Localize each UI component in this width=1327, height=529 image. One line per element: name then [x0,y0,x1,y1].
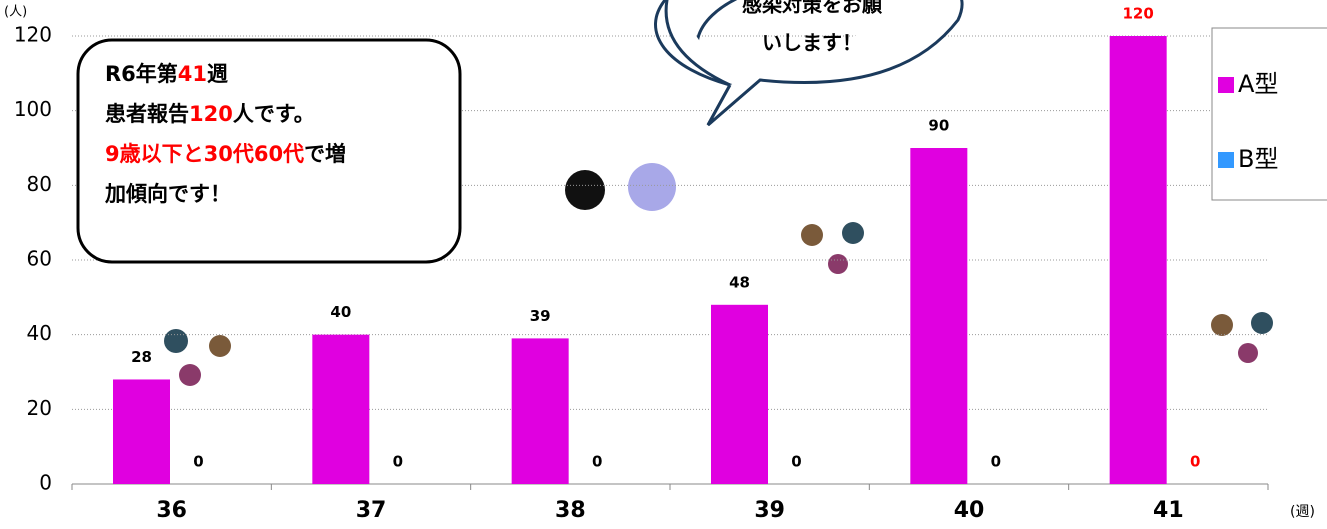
speech-bubble-left [664,0,731,87]
y-tick-label: 40 [27,321,52,345]
data-label: 0 [991,453,1001,471]
y-tick-label: 80 [27,172,52,196]
data-label: 0 [393,453,403,471]
callout-text: 加傾向です！ [104,182,231,206]
germ-illustrations [164,163,1273,386]
data-label: 90 [928,117,949,135]
y-unit: (人) [4,5,27,20]
data-label: 39 [530,307,551,325]
y-tick-label: 100 [14,97,52,121]
data-label: 48 [729,273,750,291]
bar [1109,36,1167,484]
speech-bubble [654,0,962,127]
bar [511,338,569,484]
callout-text: 120 [189,102,233,126]
data-label: 0 [193,453,203,471]
legend-swatch [1218,77,1234,93]
x-tick-label: 37 [356,498,387,523]
callout-text: 患者報告 [105,102,189,126]
callout-box [76,38,462,264]
y-tick-label: 120 [14,23,52,47]
bubble-text: いします！ [762,31,862,55]
callout-text: 人です。 [233,102,315,126]
data-label: 40 [330,303,351,321]
callout-text: 週 [207,62,228,86]
data-label: 0 [592,453,602,471]
bubble-text: 感染対策をお願 [742,0,883,17]
x-unit: (週) [1290,504,1315,520]
callout-text: で増 [304,142,346,166]
legend-label: A型 [1238,70,1278,98]
legend-box [1211,27,1327,201]
bar [711,304,768,484]
bar [910,148,968,484]
x-tick-label: 41 [1153,498,1184,523]
speech-bubble-body [706,0,964,127]
y-tick-label: 20 [27,396,52,420]
data-label: 28 [131,348,152,366]
bar [312,334,370,484]
callout-text: 41 [178,62,207,86]
callout-text: 9歳以下と30代60代 [105,142,304,166]
callout-line: 加傾向です！ [104,182,231,206]
legend-swatch [1218,152,1234,168]
y-tick-label: 60 [27,247,52,271]
callout-line: R6年第41週 [105,62,228,86]
x-tick-label: 40 [954,498,985,523]
callout-line: 9歳以下と30代60代で増 [105,142,346,166]
data-label: 0 [791,453,801,471]
data-label: 0 [1190,453,1200,471]
x-tick-label: 38 [555,498,586,523]
y-tick-label: 0 [39,471,52,495]
bar [113,379,170,484]
callout-line: 患者報告120人です。 [105,102,315,126]
callout-text: R6年第 [105,62,178,86]
data-label: 120 [1123,5,1154,23]
legend-label: B型 [1238,145,1278,173]
x-tick-label: 36 [156,498,187,523]
x-tick-label: 39 [754,498,785,523]
